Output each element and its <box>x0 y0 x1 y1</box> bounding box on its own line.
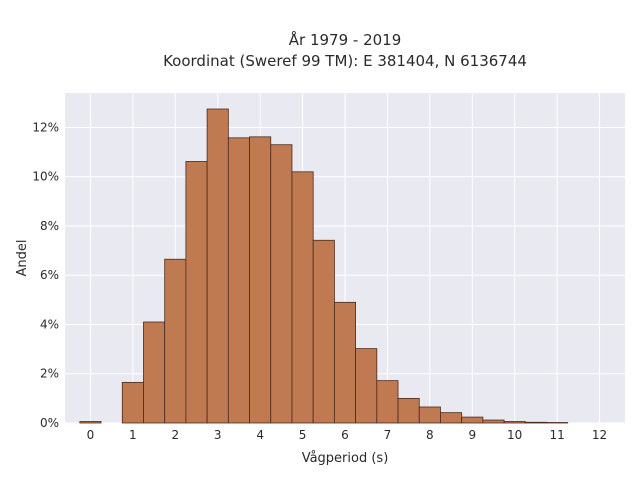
histogram-bar <box>143 321 166 424</box>
y-tick-label: 10% <box>32 170 59 184</box>
bars <box>79 108 569 424</box>
histogram-bar <box>79 421 102 424</box>
y-tick-label: 4% <box>40 317 59 331</box>
histogram-bar <box>397 397 420 424</box>
x-tick-label: 11 <box>549 428 564 442</box>
chart-title-line-2: Koordinat (Sweref 99 TM): E 381404, N 61… <box>163 52 527 70</box>
x-axis-label: Vågperiod (s) <box>302 451 389 466</box>
histogram-bar <box>376 380 399 424</box>
x-tick-label: 3 <box>214 428 222 442</box>
chart-title: År 1979 - 2019 Koordinat (Sweref 99 TM):… <box>163 30 527 70</box>
x-tick-label: 0 <box>87 428 95 442</box>
y-tick-label: 2% <box>40 367 59 381</box>
x-tick-label: 8 <box>426 428 434 442</box>
y-axis-label: Andel <box>15 240 30 277</box>
histogram-bar <box>312 239 335 424</box>
histogram-bar <box>524 421 547 424</box>
histogram-bar <box>206 108 229 424</box>
histogram-bar <box>185 161 208 424</box>
y-axis-ticks: 0% 2% 4% 6% 8% 10% 12% <box>32 120 59 430</box>
histogram-bar <box>503 421 526 424</box>
histogram-bar <box>355 348 378 424</box>
x-tick-label: 1 <box>129 428 137 442</box>
x-tick-label: 5 <box>299 428 307 442</box>
x-axis-ticks: 0 1 2 3 4 5 6 7 8 9 10 11 12 <box>87 428 608 442</box>
y-tick-label: 8% <box>40 219 59 233</box>
x-tick-label: 7 <box>384 428 392 442</box>
histogram-bar <box>249 136 272 424</box>
y-tick-label: 6% <box>40 268 59 282</box>
x-tick-label: 12 <box>592 428 607 442</box>
x-tick-label: 9 <box>468 428 476 442</box>
histogram-bar <box>121 381 144 424</box>
histogram-bar <box>418 406 441 424</box>
histogram-bar <box>461 416 484 424</box>
y-tick-label: 12% <box>32 120 59 134</box>
y-tick-label: 0% <box>40 416 59 430</box>
histogram-bar <box>333 301 357 424</box>
x-tick-label: 6 <box>341 428 349 442</box>
histogram-bar <box>227 137 250 424</box>
x-tick-label: 4 <box>256 428 264 442</box>
x-tick-label: 10 <box>507 428 522 442</box>
chart-title-line-1: År 1979 - 2019 <box>289 30 402 49</box>
histogram-bar <box>270 144 293 424</box>
histogram-bar <box>482 419 505 424</box>
histogram-bar <box>164 258 187 424</box>
histogram-bar <box>440 412 463 424</box>
x-tick-label: 2 <box>171 428 179 442</box>
histogram-bar <box>291 171 314 424</box>
